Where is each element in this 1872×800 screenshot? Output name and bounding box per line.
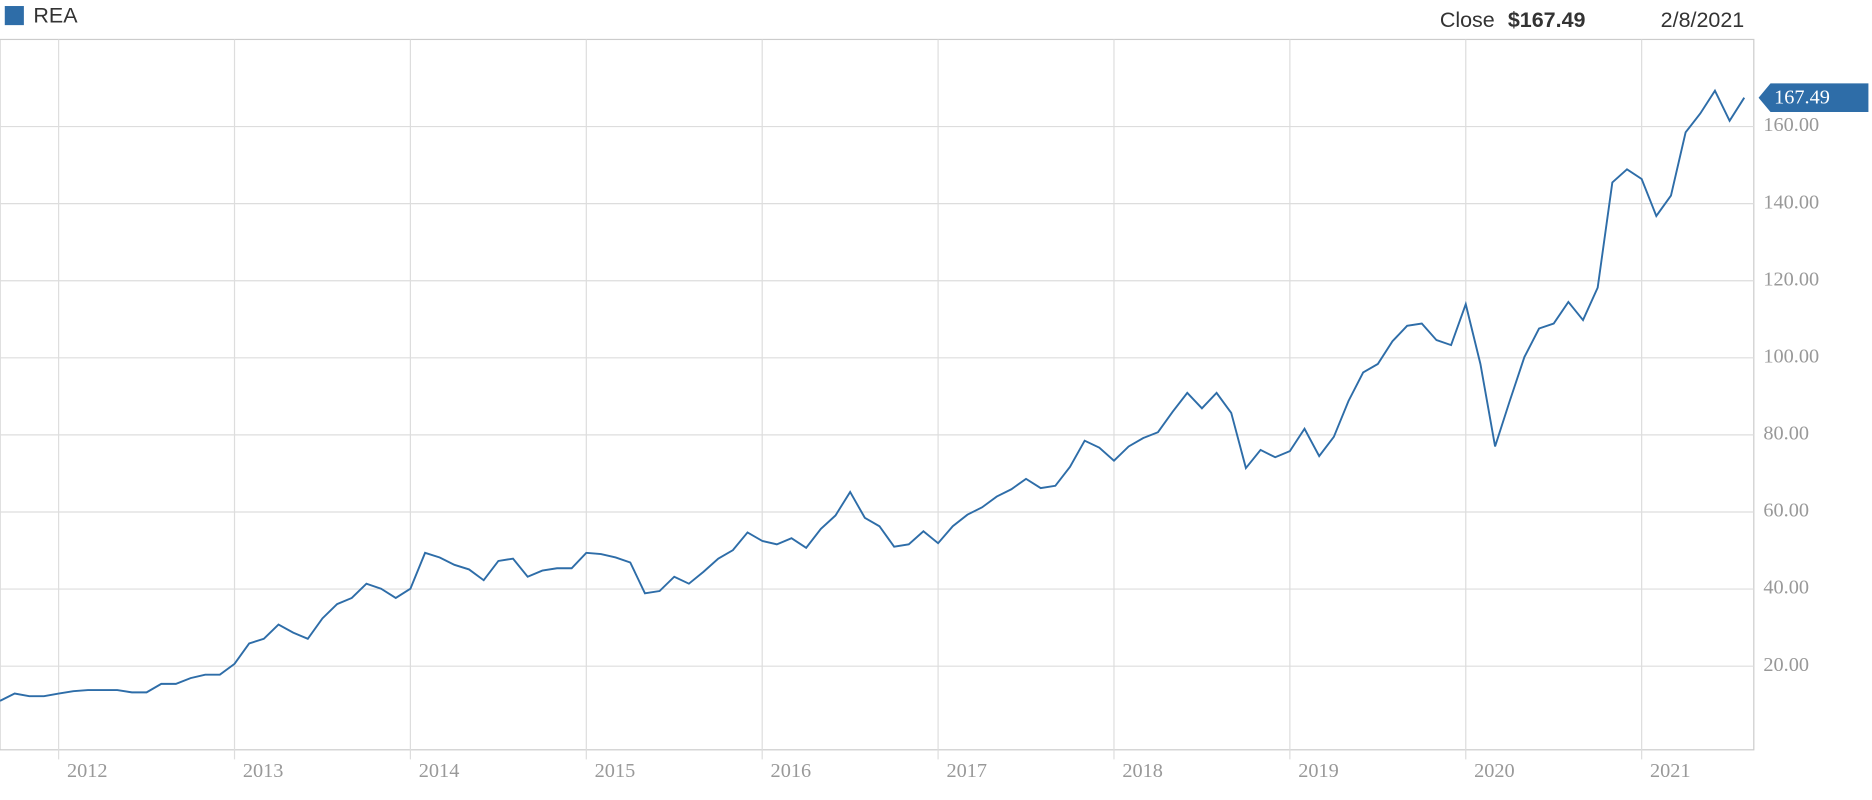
y-tick-label: 20.00 <box>1763 654 1809 676</box>
plot-frame <box>0 38 1755 751</box>
x-tick-label: 2017 <box>946 760 987 782</box>
y-tick-label: 160.00 <box>1763 114 1819 136</box>
x-tick-label: 2018 <box>1122 760 1163 782</box>
y-tick-label: 40.00 <box>1763 577 1809 599</box>
price-line <box>0 88 1746 702</box>
legend-swatch <box>4 6 24 26</box>
y-tick-label: 100.00 <box>1763 345 1819 367</box>
close-label: Close <box>1440 8 1495 32</box>
close-value: $167.49 <box>1508 8 1586 32</box>
x-tick-label: 2013 <box>243 760 284 782</box>
date-label: 2/8/2021 <box>1661 8 1745 32</box>
x-tick-label: 2015 <box>595 760 636 782</box>
legend-label: REA <box>33 3 78 27</box>
y-tick-label: 80.00 <box>1763 423 1809 445</box>
x-tick-label: 2012 <box>67 760 108 782</box>
last-value-label: 167.49 <box>1774 87 1830 109</box>
x-tick-label: 2020 <box>1474 760 1515 782</box>
x-tick-label: 2019 <box>1298 760 1339 782</box>
y-tick-label: 140.00 <box>1763 191 1819 213</box>
x-tick-label: 2021 <box>1650 760 1691 782</box>
last-value-marker <box>1758 83 1869 113</box>
y-tick-label: 120.00 <box>1763 268 1819 290</box>
x-tick-label: 2016 <box>771 760 812 782</box>
x-tick-label: 2014 <box>419 760 460 782</box>
y-tick-label: 60.00 <box>1763 500 1809 522</box>
